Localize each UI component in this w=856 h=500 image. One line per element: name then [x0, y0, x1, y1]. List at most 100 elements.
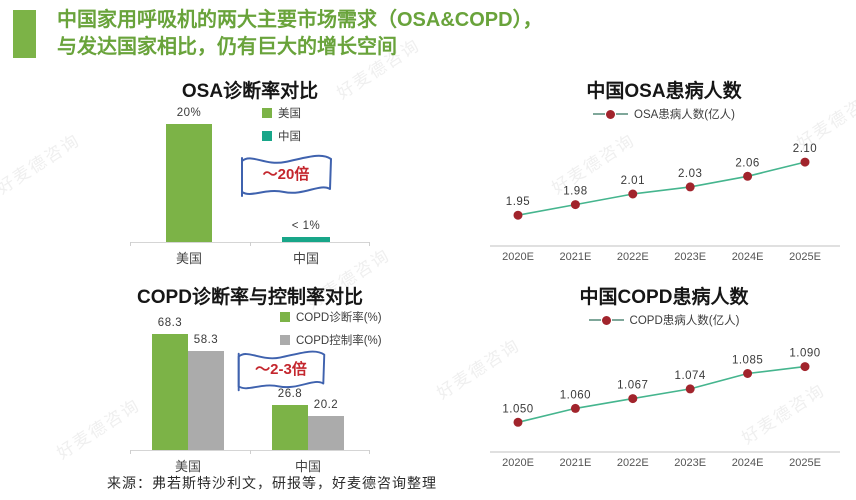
- legend-dot-icon: [606, 109, 616, 119]
- bar-中国-1: [308, 415, 344, 450]
- header-accent-block: [13, 10, 36, 58]
- legend-line-icon: [616, 113, 629, 115]
- bar-美国: [166, 123, 212, 242]
- page-title: 中国家用呼吸机的两大主要市场需求（OSA&COPD）， 与发达国家相比，仍有巨大…: [57, 7, 543, 61]
- data-point: [685, 182, 695, 192]
- plot-area: 1.050 2020E 1.060 2021E 1.067 2022E 1.074 2023E…: [490, 348, 840, 469]
- legend-item: 中国: [262, 128, 301, 144]
- category-label: 中国: [292, 251, 320, 266]
- point-label: 1.090: [789, 348, 820, 360]
- point-label: 1.074: [675, 370, 706, 382]
- data-line: [517, 365, 806, 424]
- legend-label: 中国: [278, 131, 301, 143]
- plot-area: 1.95 2020E 1.98 2021E 2.01 2022E 2.03 2023E 2.06…: [490, 143, 840, 263]
- axis-tick: [130, 242, 131, 246]
- data-point: [513, 417, 523, 427]
- point-label: 2.10: [793, 143, 817, 155]
- legend-line-icon: [588, 319, 601, 321]
- annotation-text: ～2-3倍: [255, 360, 307, 378]
- legend-item: COPD诊断率(%): [280, 309, 382, 325]
- annotation-banner: ～20倍: [236, 150, 336, 202]
- x-tick-label: 2022E: [617, 457, 649, 469]
- scroll-banner-icon: [237, 350, 326, 392]
- chart-title: 中国COPD患病人数: [579, 287, 749, 308]
- legend-dot-icon: [601, 315, 611, 325]
- point-label: 1.060: [560, 389, 591, 401]
- chart-title: 中国OSA患病人数: [586, 81, 742, 102]
- point-label: 2.03: [678, 168, 702, 180]
- chart-china-copd-patients-line: 中国COPD患病人数 COPD患病人数(亿人) 1.050 2020E 1.060 2…: [478, 278, 850, 478]
- legend-label: COPD患病人数(亿人): [629, 315, 740, 327]
- bar-value-label: 68.3: [157, 317, 183, 330]
- legend-swatch: [280, 335, 290, 345]
- page-title-line2: 与发达国家相比，仍有巨大的增长空间: [57, 36, 397, 58]
- scroll-banner-icon: [241, 154, 332, 197]
- legend: COPD患病人数(亿人): [478, 312, 850, 328]
- legend-label: COPD控制率(%): [296, 335, 382, 347]
- legend-label: 美国: [278, 108, 301, 120]
- x-tick-label: 2020E: [502, 457, 534, 469]
- bar-value-label: 20.2: [313, 398, 339, 411]
- category-label: 美国: [175, 251, 203, 266]
- x-tick-label: 2021E: [559, 457, 591, 469]
- legend-line-icon: [611, 319, 624, 321]
- data-point: [570, 403, 580, 413]
- data-point: [685, 384, 695, 394]
- bar-value-label: < 1%: [291, 220, 321, 232]
- data-line: [517, 161, 806, 216]
- bar-中国: [282, 237, 330, 242]
- point-label: 1.98: [563, 186, 587, 198]
- axis-tick: [130, 450, 131, 454]
- x-tick-label: 2024E: [732, 457, 764, 469]
- axis-tick: [369, 450, 370, 454]
- legend-item: COPD控制率(%): [280, 332, 382, 348]
- x-tick-label: 2022E: [617, 251, 649, 263]
- x-tick-label: 2020E: [502, 251, 534, 263]
- legend: OSA患病人数(亿人): [478, 106, 850, 122]
- data-point: [743, 369, 753, 378]
- data-point: [570, 200, 580, 210]
- data-point: [743, 171, 753, 181]
- data-point: [800, 157, 810, 167]
- legend-line-icon: [593, 113, 606, 115]
- point-label: 1.085: [732, 355, 763, 367]
- plot-area: 20% 美国 < 1% 中国: [130, 107, 370, 266]
- category-label: 美国: [174, 459, 202, 474]
- x-tick-label: 2025E: [789, 251, 821, 263]
- chart-title: COPD诊断率与控制率对比: [137, 287, 363, 308]
- page-title-line1: 中国家用呼吸机的两大主要市场需求（OSA&COPD），: [57, 9, 543, 31]
- category-label: 中国: [294, 459, 322, 474]
- point-label: 2.01: [621, 175, 645, 187]
- data-point: [628, 189, 638, 199]
- legend: COPD诊断率(%) COPD控制率(%): [280, 309, 382, 355]
- chart-title: OSA诊断率对比: [181, 81, 319, 102]
- chart-osa-diagnosis-bar: OSA诊断率对比 美国 中国 20% 美国 < 1% 中国 ～20倍: [100, 72, 400, 272]
- legend-swatch: [280, 312, 290, 322]
- x-tick-label: 2024E: [732, 251, 764, 263]
- x-tick-label: 2023E: [674, 457, 706, 469]
- chart-china-osa-patients-line: 中国OSA患病人数 OSA患病人数(亿人) 1.95 2020E 1.98 2021E…: [478, 72, 850, 272]
- legend-swatch: [262, 131, 272, 141]
- annotation-text: ～20倍: [262, 165, 310, 183]
- bar-value-label: 58.3: [193, 334, 219, 347]
- plot-area: 68.3 58.3 美国 26.8 20.2 中国: [130, 317, 370, 474]
- bar-美国-1: [188, 351, 224, 450]
- watermark: 好麦德咨询: [0, 130, 84, 199]
- point-label: 1.050: [502, 403, 533, 415]
- legend-label: OSA患病人数(亿人): [634, 109, 735, 121]
- axis-tick: [369, 242, 370, 246]
- data-point: [628, 394, 638, 404]
- axis-tick: [249, 450, 251, 454]
- x-tick-label: 2021E: [559, 251, 591, 263]
- legend-label: COPD诊断率(%): [296, 312, 382, 324]
- source-note: 来源：弗若斯特沙利文，研报等，好麦德咨询整理: [107, 477, 437, 492]
- point-label: 2.06: [735, 157, 759, 169]
- data-point: [800, 362, 810, 372]
- legend-item: 美国: [262, 105, 301, 121]
- axis-tick: [249, 242, 251, 246]
- x-tick-label: 2025E: [789, 457, 821, 469]
- bar-中国-0: [272, 404, 308, 450]
- bar-value-label: 26.8: [277, 387, 303, 400]
- legend: 美国 中国: [262, 105, 301, 151]
